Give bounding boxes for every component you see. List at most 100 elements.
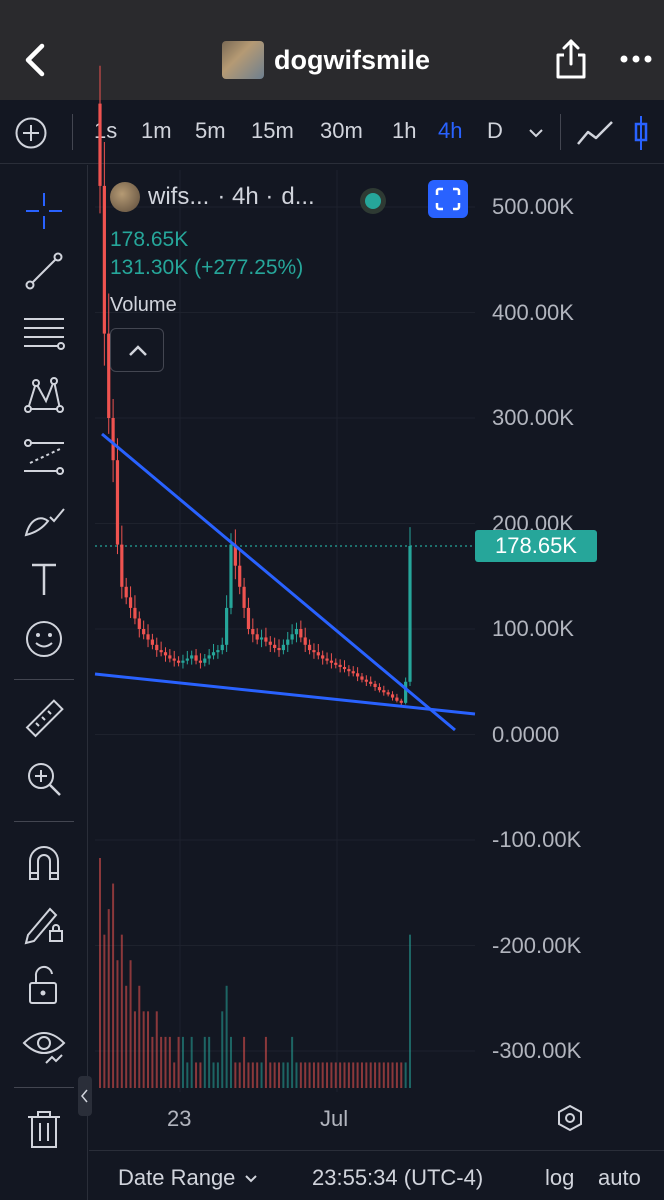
volume-bar <box>382 1062 385 1088</box>
fullscreen-button[interactable] <box>428 180 468 218</box>
timezone-clock[interactable]: 23:55:34 (UTC-4) <box>312 1165 484 1190</box>
crosshair-icon <box>26 193 62 229</box>
brush-tool[interactable] <box>22 497 66 541</box>
candle-body <box>102 185 106 334</box>
candle-chart-button[interactable] <box>630 114 664 152</box>
share-icon <box>556 39 586 79</box>
interval-4h[interactable]: 4h <box>438 118 463 143</box>
candle-body <box>142 629 146 635</box>
lower-trendline[interactable] <box>94 672 476 716</box>
volume-bar <box>395 1062 398 1088</box>
projection-tool[interactable] <box>22 435 66 479</box>
ruler-tool[interactable] <box>22 697 66 741</box>
volume-bar <box>138 985 141 1088</box>
trend-line-tool[interactable] <box>22 249 66 293</box>
trash-icon <box>28 1111 60 1148</box>
chart-toolbar: 1s 1m 5m 15m 30m 1h 4h D <box>0 100 664 164</box>
candle-body <box>347 669 351 672</box>
trend-line-icon <box>25 252 63 290</box>
interval-30m[interactable]: 30m <box>320 118 363 143</box>
emoji-tool[interactable] <box>22 617 66 661</box>
candle-body <box>268 641 272 645</box>
volume-bar <box>164 1036 167 1088</box>
price-tick-label: 100.00K <box>492 616 574 641</box>
stay-drawing-tool[interactable] <box>22 901 66 945</box>
volume-bar <box>273 1062 276 1088</box>
volume-bar <box>208 1036 211 1088</box>
volume-bar <box>312 1062 315 1088</box>
price-tick-label: -300.00K <box>492 1038 582 1063</box>
volume-bar <box>99 858 101 1088</box>
toolbar-separator <box>14 1087 74 1088</box>
auto-scale-toggle[interactable]: auto <box>598 1165 641 1190</box>
price-tick-label: -200.00K <box>492 932 582 958</box>
collapse-toolbar-handle[interactable] <box>78 1076 92 1116</box>
interval-5m[interactable]: 5m <box>195 118 226 143</box>
toolbar-separator <box>72 114 73 150</box>
upper-trendline[interactable] <box>101 432 456 732</box>
volume-bar <box>400 1062 403 1088</box>
symbol-avatar <box>110 182 140 212</box>
volume-bar <box>133 1011 136 1088</box>
text-tool[interactable] <box>22 557 66 601</box>
chevron-down-icon <box>529 129 543 138</box>
candle-body <box>395 697 399 701</box>
volume-bar <box>151 1036 154 1088</box>
legend-price: 178.65K <box>110 228 189 251</box>
volume-bar <box>107 909 110 1088</box>
market-status-indicator[interactable] <box>360 188 386 214</box>
pattern-icon <box>24 377 64 413</box>
add-symbol-button[interactable] <box>14 116 48 150</box>
interval-1s[interactable]: 1s <box>94 118 118 143</box>
volume-bar <box>321 1062 324 1088</box>
candle-body <box>124 586 128 598</box>
candle-body <box>176 660 181 663</box>
time-label-23: 23 <box>167 1106 192 1131</box>
volume-bar <box>247 1062 250 1088</box>
share-button[interactable] <box>552 38 590 80</box>
legend-collapse-button[interactable] <box>110 328 164 372</box>
pencil-lock-icon <box>24 907 63 945</box>
log-scale-toggle[interactable]: log <box>545 1165 575 1190</box>
interval-1m[interactable]: 1m <box>141 118 172 143</box>
interval-15m[interactable]: 15m <box>251 118 294 143</box>
pattern-tool[interactable] <box>22 373 66 417</box>
price-tick-label: 300.00K <box>492 405 574 430</box>
chart-settings-button[interactable] <box>555 1103 585 1133</box>
candle-body <box>225 607 229 645</box>
legend-symbol[interactable]: wifs... <box>148 183 210 210</box>
crosshair-tool[interactable] <box>22 189 66 233</box>
volume-bar <box>195 1062 198 1088</box>
candle-body <box>312 650 316 653</box>
more-button[interactable] <box>614 44 658 74</box>
back-button[interactable] <box>18 40 58 80</box>
candle-body <box>216 650 220 653</box>
ruler-icon <box>25 699 64 738</box>
interval-dropdown[interactable] <box>525 122 547 144</box>
volume-bar <box>142 1011 145 1088</box>
volume-bar <box>181 1036 184 1088</box>
line-chart-icon <box>577 121 613 145</box>
hide-drawings-tool[interactable] <box>22 1023 66 1067</box>
interval-1h[interactable]: 1h <box>392 118 417 143</box>
fullscreen-icon <box>435 187 461 211</box>
chevron-left-small-icon <box>81 1089 88 1103</box>
volume-bar <box>186 1062 189 1088</box>
fib-tool[interactable] <box>22 311 66 355</box>
interval-d[interactable]: D <box>487 118 503 143</box>
volume-bar <box>256 1062 259 1088</box>
line-chart-button[interactable] <box>576 116 616 150</box>
candle-body <box>290 634 294 640</box>
magnet-tool[interactable] <box>22 841 66 885</box>
date-range-button[interactable]: Date Range <box>118 1165 259 1191</box>
candle-body <box>408 546 412 682</box>
zoom-tool[interactable] <box>22 757 66 801</box>
candle-body <box>185 658 189 661</box>
volume-bar <box>212 1062 215 1088</box>
price-tick-label: 0.0000 <box>492 721 560 747</box>
lock-drawings-tool[interactable] <box>22 963 66 1007</box>
unlock-icon <box>29 965 57 1004</box>
remove-drawings-tool[interactable] <box>22 1107 66 1151</box>
candle-body <box>316 652 320 656</box>
